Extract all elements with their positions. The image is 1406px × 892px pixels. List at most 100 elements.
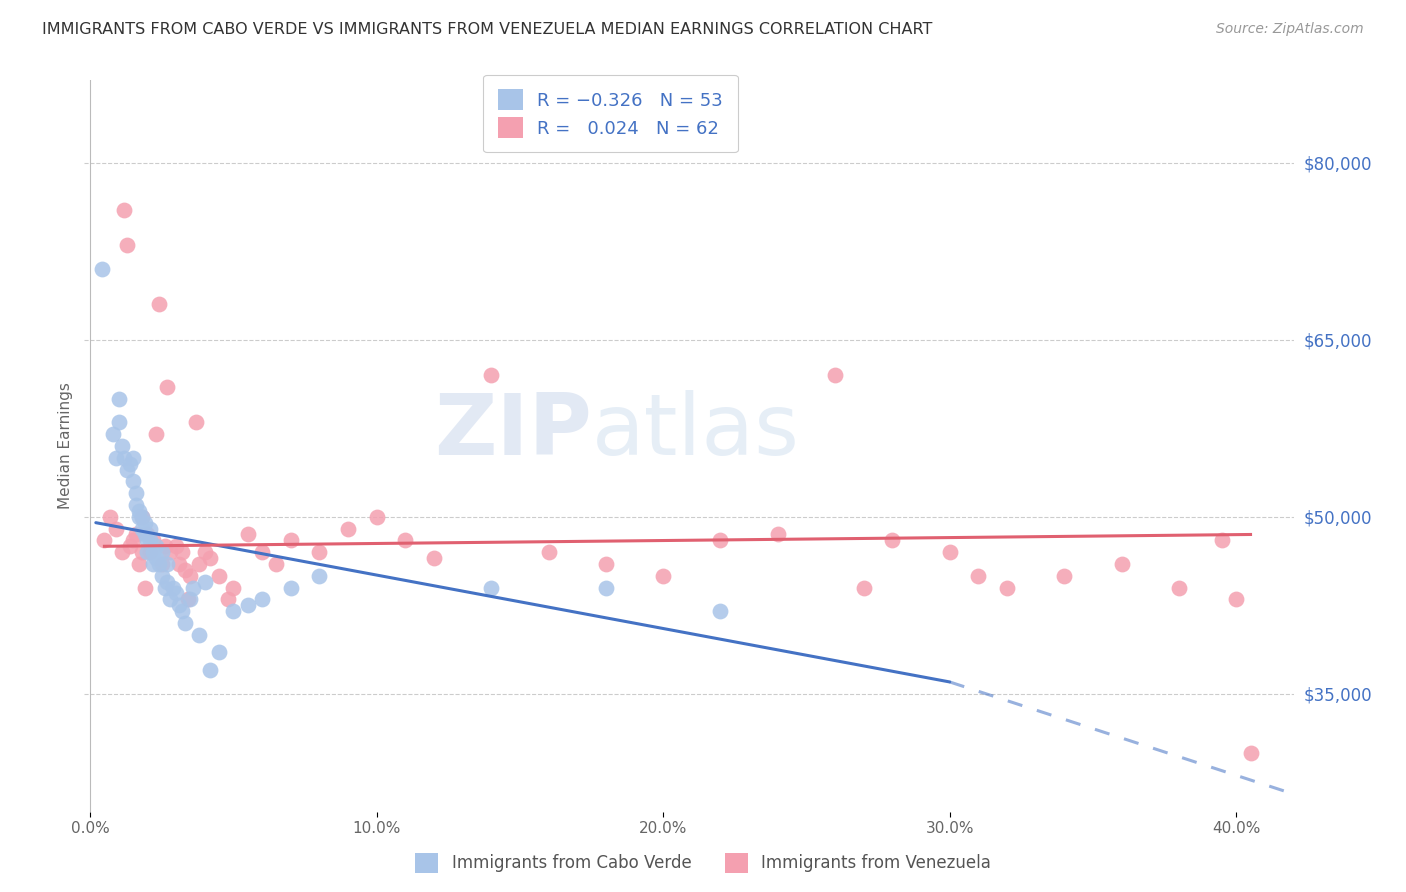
Point bbox=[142, 557, 165, 571]
Point bbox=[104, 522, 127, 536]
Point bbox=[479, 368, 502, 383]
Point bbox=[125, 498, 148, 512]
Point bbox=[479, 581, 502, 595]
Point bbox=[145, 539, 167, 553]
Y-axis label: Median Earnings: Median Earnings bbox=[58, 383, 73, 509]
Point bbox=[150, 557, 173, 571]
Point bbox=[366, 509, 388, 524]
Point bbox=[117, 462, 139, 476]
Point bbox=[266, 557, 288, 571]
Point bbox=[153, 539, 176, 553]
Point bbox=[128, 509, 150, 524]
Point bbox=[188, 628, 211, 642]
Point bbox=[110, 439, 132, 453]
Point bbox=[336, 522, 359, 536]
Point bbox=[200, 663, 222, 677]
Point bbox=[156, 574, 179, 589]
Point bbox=[423, 551, 446, 566]
Point bbox=[114, 202, 136, 217]
Point bbox=[170, 604, 193, 618]
Point bbox=[165, 539, 187, 553]
Point bbox=[652, 568, 675, 582]
Point bbox=[156, 557, 179, 571]
Point bbox=[110, 545, 132, 559]
Point bbox=[537, 545, 560, 559]
Point bbox=[179, 568, 201, 582]
Point bbox=[236, 527, 259, 541]
Point bbox=[308, 545, 330, 559]
Point bbox=[1225, 592, 1247, 607]
Point bbox=[150, 568, 173, 582]
Point bbox=[131, 522, 153, 536]
Point bbox=[194, 545, 217, 559]
Point bbox=[173, 615, 195, 630]
Point bbox=[98, 509, 121, 524]
Point bbox=[107, 392, 129, 406]
Point bbox=[145, 551, 167, 566]
Point bbox=[145, 427, 167, 442]
Point bbox=[222, 581, 245, 595]
Point bbox=[120, 457, 142, 471]
Point bbox=[159, 545, 181, 559]
Point bbox=[148, 297, 170, 311]
Point bbox=[159, 592, 181, 607]
Point bbox=[101, 427, 124, 442]
Point bbox=[104, 450, 127, 465]
Point bbox=[131, 509, 153, 524]
Point bbox=[250, 592, 273, 607]
Point bbox=[167, 557, 190, 571]
Text: ZIP: ZIP bbox=[434, 390, 592, 473]
Point bbox=[176, 592, 198, 607]
Point bbox=[766, 527, 789, 541]
Point bbox=[181, 581, 204, 595]
Point bbox=[125, 486, 148, 500]
Point bbox=[139, 533, 162, 548]
Point bbox=[136, 533, 159, 548]
Point bbox=[162, 581, 184, 595]
Point bbox=[938, 545, 960, 559]
Point bbox=[148, 557, 170, 571]
Point bbox=[139, 545, 162, 559]
Point bbox=[136, 545, 159, 559]
Legend: R = −0.326   N = 53, R =   0.024   N = 62: R = −0.326 N = 53, R = 0.024 N = 62 bbox=[484, 75, 738, 153]
Point bbox=[236, 599, 259, 613]
Point bbox=[280, 533, 302, 548]
Point bbox=[222, 604, 245, 618]
Point bbox=[122, 450, 145, 465]
Point bbox=[125, 527, 148, 541]
Point bbox=[153, 581, 176, 595]
Point bbox=[308, 568, 330, 582]
Text: IMMIGRANTS FROM CABO VERDE VS IMMIGRANTS FROM VENEZUELA MEDIAN EARNINGS CORRELAT: IMMIGRANTS FROM CABO VERDE VS IMMIGRANTS… bbox=[42, 22, 932, 37]
Point bbox=[1211, 533, 1233, 548]
Point bbox=[167, 599, 190, 613]
Point bbox=[156, 380, 179, 394]
Point bbox=[128, 557, 150, 571]
Point bbox=[139, 522, 162, 536]
Point bbox=[1167, 581, 1189, 595]
Point bbox=[1053, 568, 1076, 582]
Point bbox=[280, 581, 302, 595]
Point bbox=[200, 551, 222, 566]
Point bbox=[128, 504, 150, 518]
Point bbox=[882, 533, 904, 548]
Point bbox=[107, 416, 129, 430]
Point bbox=[134, 516, 156, 530]
Point bbox=[131, 545, 153, 559]
Point bbox=[1239, 746, 1261, 760]
Point bbox=[208, 645, 231, 659]
Point bbox=[134, 527, 156, 541]
Point bbox=[131, 509, 153, 524]
Point bbox=[217, 592, 239, 607]
Point bbox=[122, 475, 145, 489]
Point bbox=[165, 586, 187, 600]
Point bbox=[93, 533, 115, 548]
Point bbox=[709, 604, 731, 618]
Point bbox=[173, 563, 195, 577]
Point bbox=[117, 238, 139, 252]
Point bbox=[709, 533, 731, 548]
Point bbox=[114, 450, 136, 465]
Point bbox=[852, 581, 875, 595]
Point bbox=[1111, 557, 1133, 571]
Legend: Immigrants from Cabo Verde, Immigrants from Venezuela: Immigrants from Cabo Verde, Immigrants f… bbox=[408, 847, 998, 880]
Point bbox=[122, 533, 145, 548]
